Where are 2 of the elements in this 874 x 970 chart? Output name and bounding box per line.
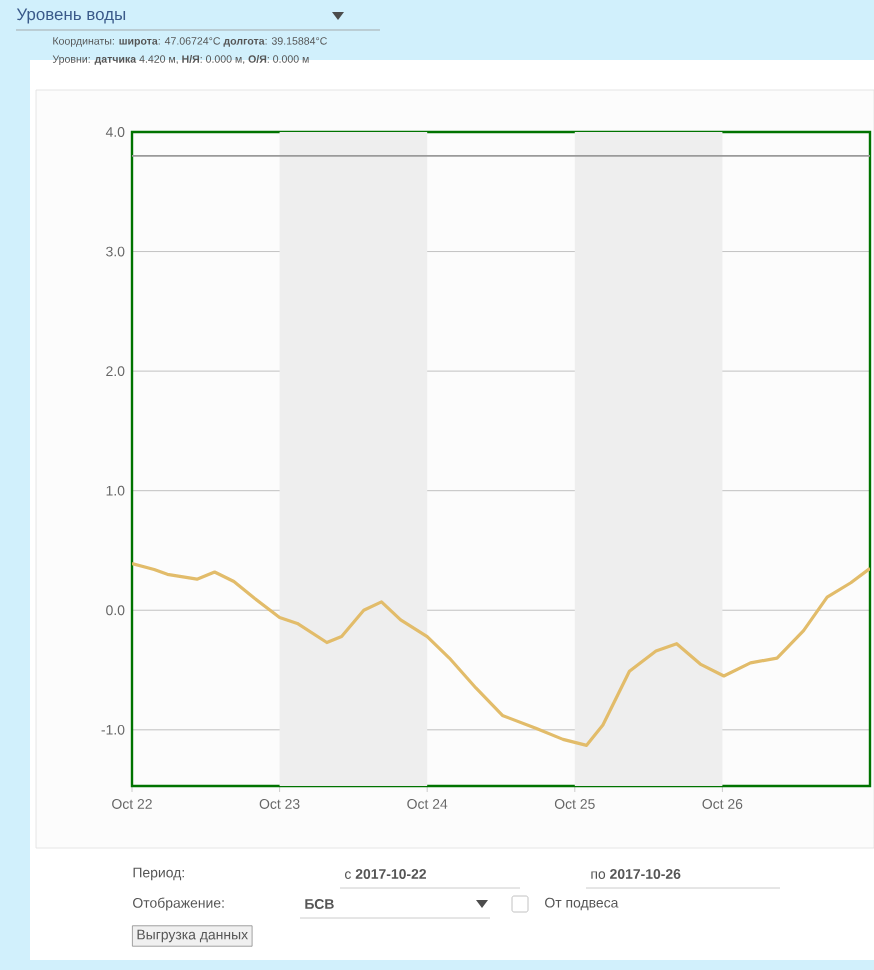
line-series (132, 562, 870, 747)
chart-title: Уровень воды (16, 8, 126, 24)
